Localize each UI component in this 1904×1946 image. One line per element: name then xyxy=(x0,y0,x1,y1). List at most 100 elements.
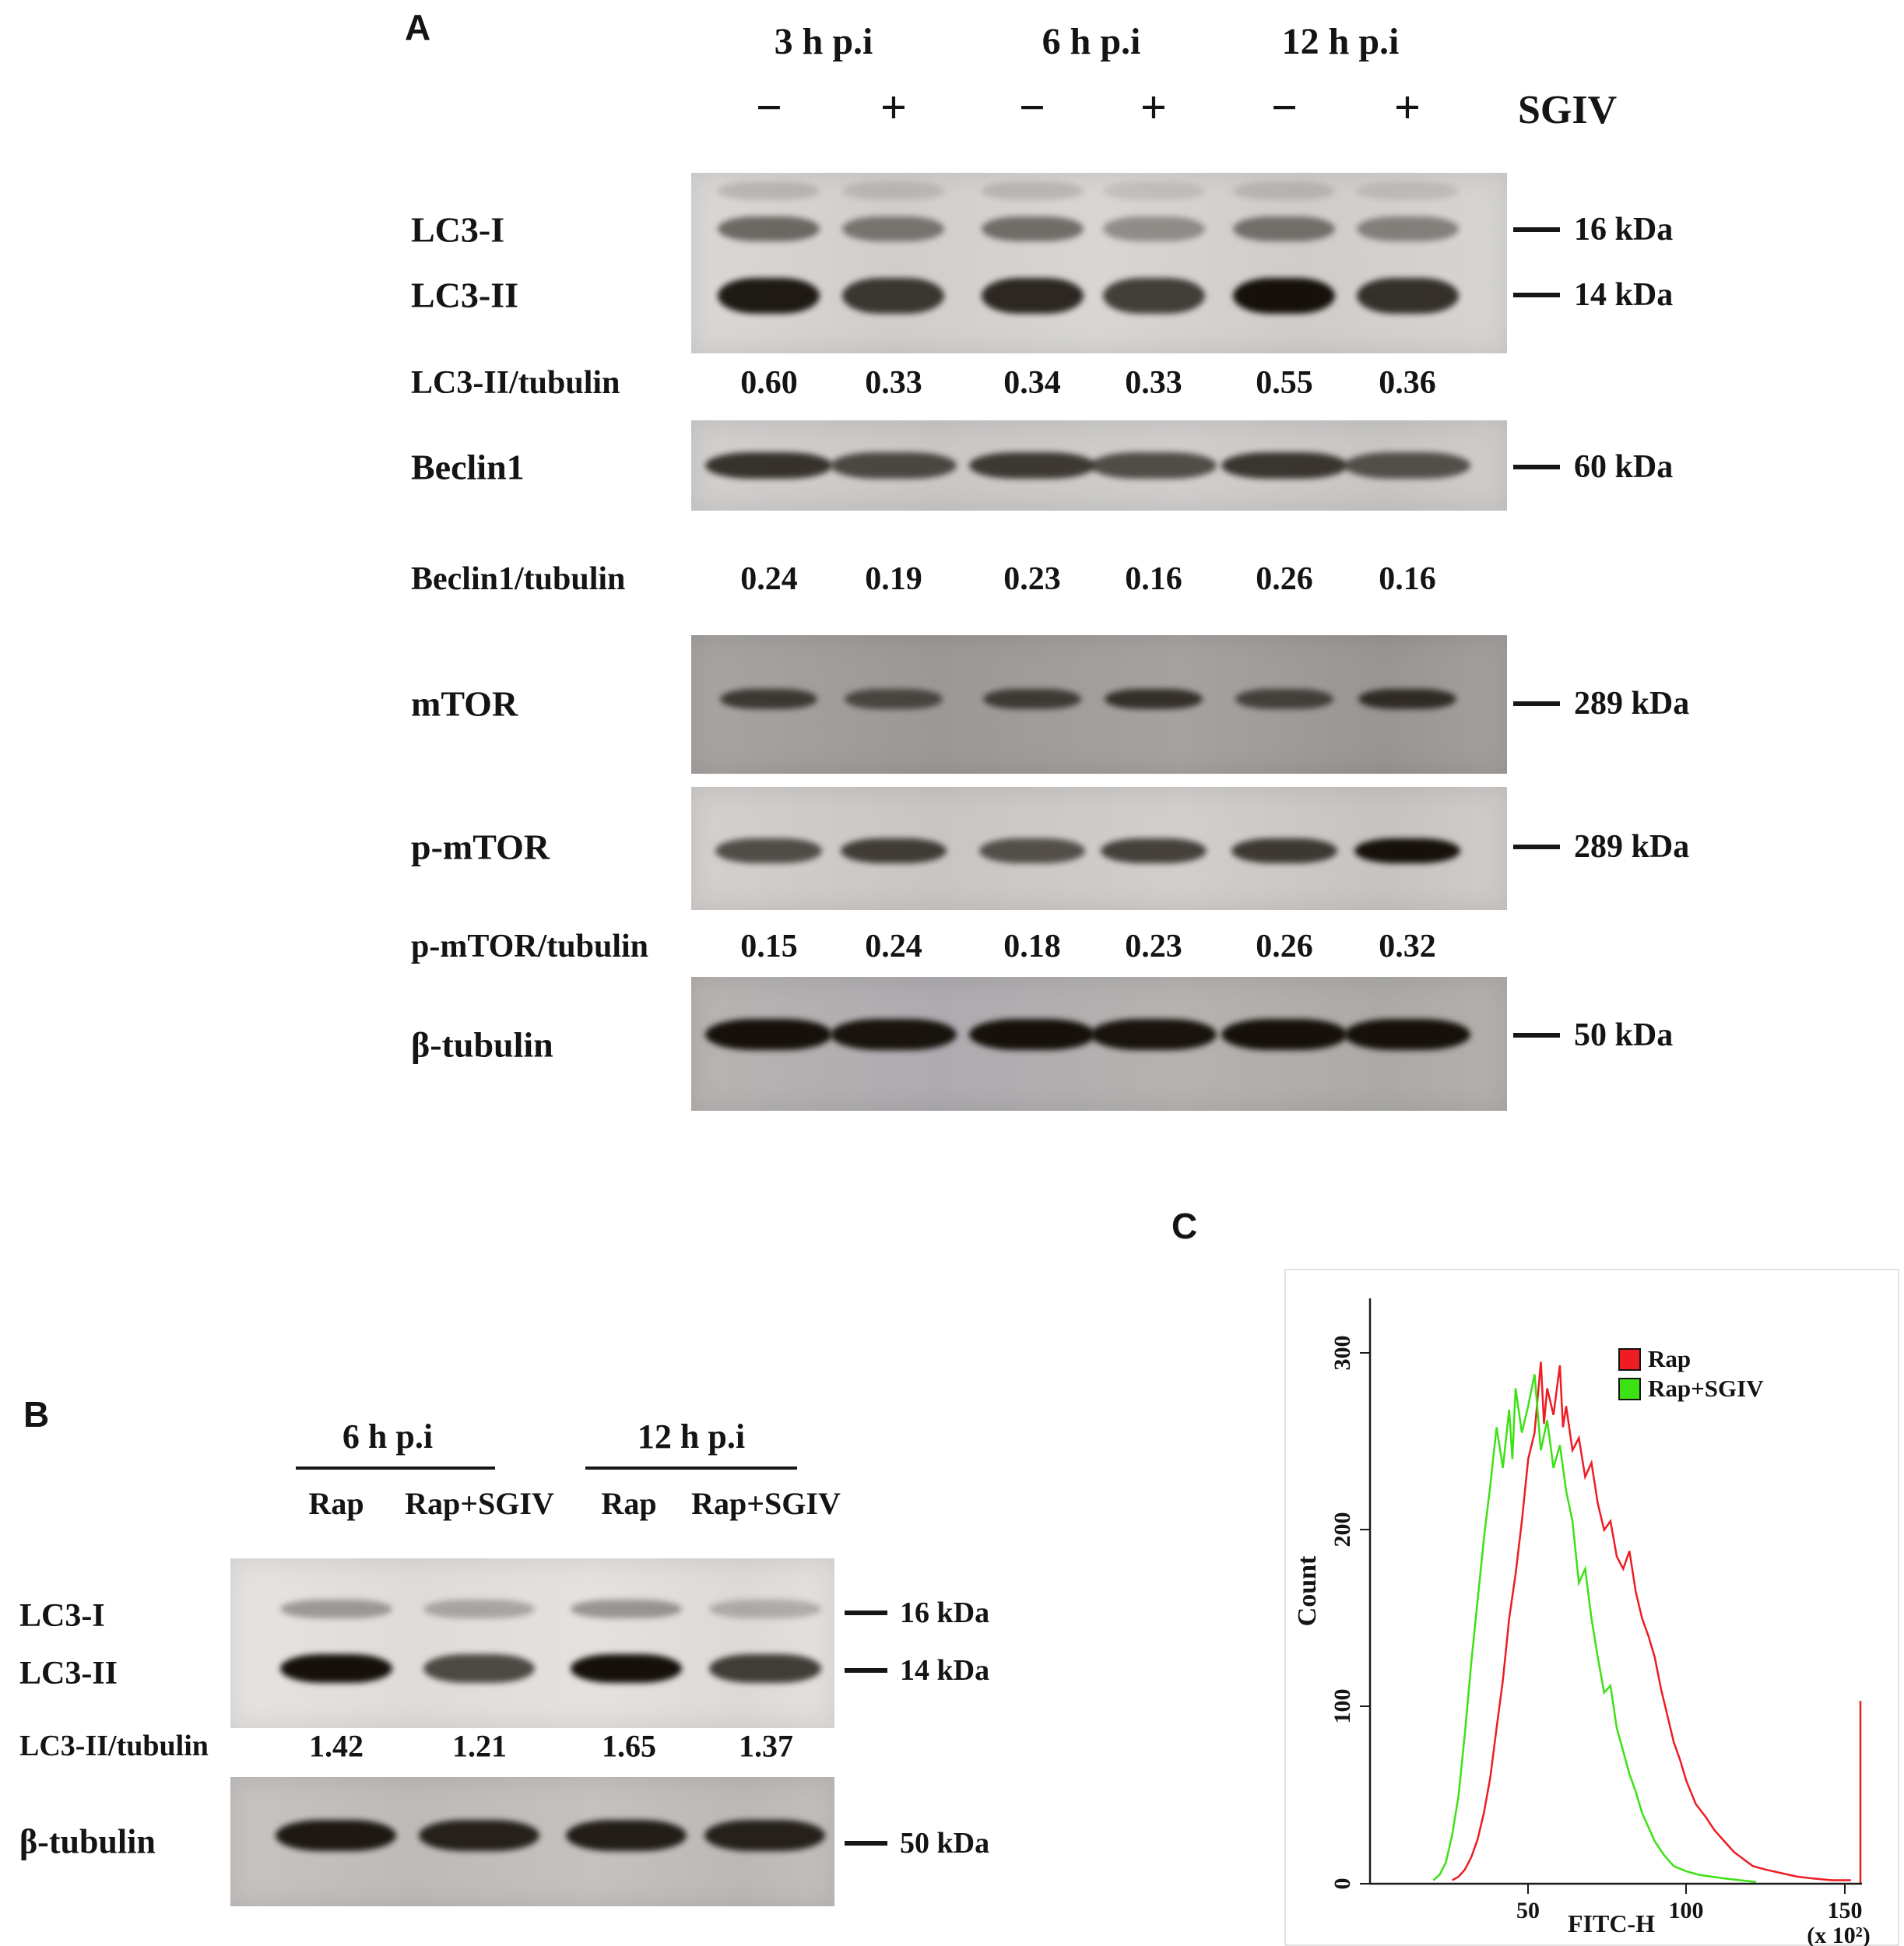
ratio-value: 0.26 xyxy=(1256,929,1313,964)
histogram-curve-rap xyxy=(1452,1361,1851,1881)
ratio-label-pmtor: p-mTOR/tubulin xyxy=(411,929,649,964)
marker-label-50kda-a: 50 kDa xyxy=(1574,1017,1674,1053)
ratio-value: 0.24 xyxy=(865,929,922,964)
ratio-value: 0.60 xyxy=(740,365,798,401)
protein-label-lc3i-b: LC3-I xyxy=(19,1598,105,1634)
ratio-label-beclin: Beclin1/tubulin xyxy=(411,561,626,597)
blot-band xyxy=(705,451,832,479)
western-blot-tubulin-panel-b xyxy=(230,1777,834,1906)
legend-label-rap: Rap xyxy=(1648,1345,1691,1372)
western-blot-beclin1 xyxy=(691,420,1507,511)
blot-band xyxy=(705,1019,832,1050)
blot-band xyxy=(1356,216,1459,242)
sgiv-label: SGIV xyxy=(1518,88,1618,132)
treatment-label-3: Rap xyxy=(601,1486,657,1521)
blot-band xyxy=(842,216,945,242)
timepoint-3h-label: 3 h p.i xyxy=(774,21,873,62)
blot-band xyxy=(708,1600,821,1619)
marker-label-289kda-pmtor: 289 kDa xyxy=(1574,829,1690,865)
ratio-value: 0.32 xyxy=(1379,929,1436,964)
chart-frame xyxy=(1284,1269,1899,1946)
x-tick-label-50: 50 xyxy=(1516,1898,1540,1923)
protein-label-lc3i-a: LC3-I xyxy=(411,209,505,250)
blot-band xyxy=(1233,216,1336,242)
blot-band xyxy=(1105,688,1203,710)
blot-band xyxy=(280,1600,392,1619)
ratio-value: 0.23 xyxy=(1003,561,1061,597)
header-underline-12h xyxy=(585,1467,797,1470)
protein-label-tubulin-a: β-tubulin xyxy=(411,1024,553,1065)
blot-band xyxy=(1233,181,1336,200)
ratio-value: 1.42 xyxy=(309,1728,364,1764)
protein-label-mtor: mTOR xyxy=(411,683,518,724)
treatment-label-4: Rap+SGIV xyxy=(691,1486,841,1521)
protein-label-lc3ii-b: LC3-II xyxy=(19,1656,118,1691)
blot-band xyxy=(983,688,1081,710)
marker-label-16kda-b: 16 kDa xyxy=(900,1596,990,1629)
western-blot-lc3-panel-b xyxy=(230,1558,834,1728)
blot-band xyxy=(1235,688,1333,710)
blot-band xyxy=(1233,277,1336,314)
panel-b-letter: B xyxy=(23,1394,50,1435)
ratio-value: 0.19 xyxy=(865,561,922,597)
blot-band xyxy=(1221,451,1348,479)
western-blot-mtor xyxy=(691,635,1507,774)
timepoint-12h-label-b: 12 h p.i xyxy=(637,1417,746,1456)
blot-band xyxy=(570,1600,683,1619)
blot-band xyxy=(1356,181,1459,200)
marker-label-16kda-a: 16 kDa xyxy=(1574,212,1674,248)
sgiv-sign-3: − xyxy=(1018,82,1046,133)
marker-label-14kda-b: 14 kDa xyxy=(900,1654,990,1687)
marker-label-60kda: 60 kDa xyxy=(1574,449,1674,485)
western-blot-lc3-panel-a xyxy=(691,173,1507,353)
panel-a-letter: A xyxy=(405,7,431,47)
blot-band xyxy=(1358,688,1456,710)
blot-band xyxy=(708,1654,821,1684)
ratio-value: 0.33 xyxy=(1125,365,1182,401)
western-blot-tubulin-panel-a xyxy=(691,977,1507,1111)
blot-band xyxy=(968,451,1096,479)
ratio-value: 0.23 xyxy=(1125,929,1182,964)
legend-label-rap-sgiv: Rap+SGIV xyxy=(1648,1375,1764,1402)
blot-band xyxy=(1231,838,1337,863)
histogram-curve-rap-sgiv xyxy=(1432,1374,1757,1883)
blot-band xyxy=(842,181,945,200)
legend-swatch-rap xyxy=(1618,1348,1641,1371)
treatment-label-2: Rap+SGIV xyxy=(405,1486,554,1521)
blot-band xyxy=(968,1019,1096,1050)
y-tick-label-200: 200 xyxy=(1330,1512,1355,1547)
ratio-value: 0.34 xyxy=(1003,365,1061,401)
y-tick-label-100: 100 xyxy=(1330,1689,1355,1724)
blot-band xyxy=(565,1819,687,1851)
blot-band xyxy=(1090,1019,1217,1050)
blot-band xyxy=(830,1019,957,1050)
marker-dash-289kda-pmtor xyxy=(1513,845,1560,849)
ratio-value: 0.26 xyxy=(1256,561,1313,597)
ratio-value: 1.37 xyxy=(739,1728,793,1764)
blot-band xyxy=(840,838,947,863)
blot-band xyxy=(715,838,822,863)
sgiv-sign-5: − xyxy=(1270,82,1298,133)
blot-band xyxy=(423,1654,536,1684)
marker-dash-16kda-a xyxy=(1513,227,1560,232)
flow-cytometry-chart: 0 100 200 300 Count 50 100 150 FITC-H (x… xyxy=(1284,1269,1899,1946)
marker-label-289kda-mtor: 289 kDa xyxy=(1574,686,1690,722)
ratio-label-lc3-b: LC3-II/tubulin xyxy=(19,1730,209,1762)
x-tick-label-100: 100 xyxy=(1669,1898,1704,1923)
protein-label-pmtor: p-mTOR xyxy=(411,827,550,867)
marker-label-50kda-b: 50 kDa xyxy=(900,1827,990,1860)
blot-band xyxy=(1090,451,1217,479)
sgiv-sign-2: + xyxy=(880,82,908,133)
ratio-label-lc3-a: LC3-II/tubulin xyxy=(411,365,620,401)
marker-label-14kda-a: 14 kDa xyxy=(1574,277,1674,313)
blot-band xyxy=(830,451,957,479)
ratio-value: 0.18 xyxy=(1003,929,1061,964)
histogram-curves xyxy=(1432,1361,1851,1883)
x-axis-title: FITC-H xyxy=(1568,1909,1655,1937)
ratio-value: 0.24 xyxy=(740,561,798,597)
blot-band xyxy=(1221,1019,1348,1050)
marker-dash-14kda-b xyxy=(845,1668,887,1673)
ratio-value: 1.65 xyxy=(602,1728,656,1764)
blot-band xyxy=(276,1819,397,1851)
